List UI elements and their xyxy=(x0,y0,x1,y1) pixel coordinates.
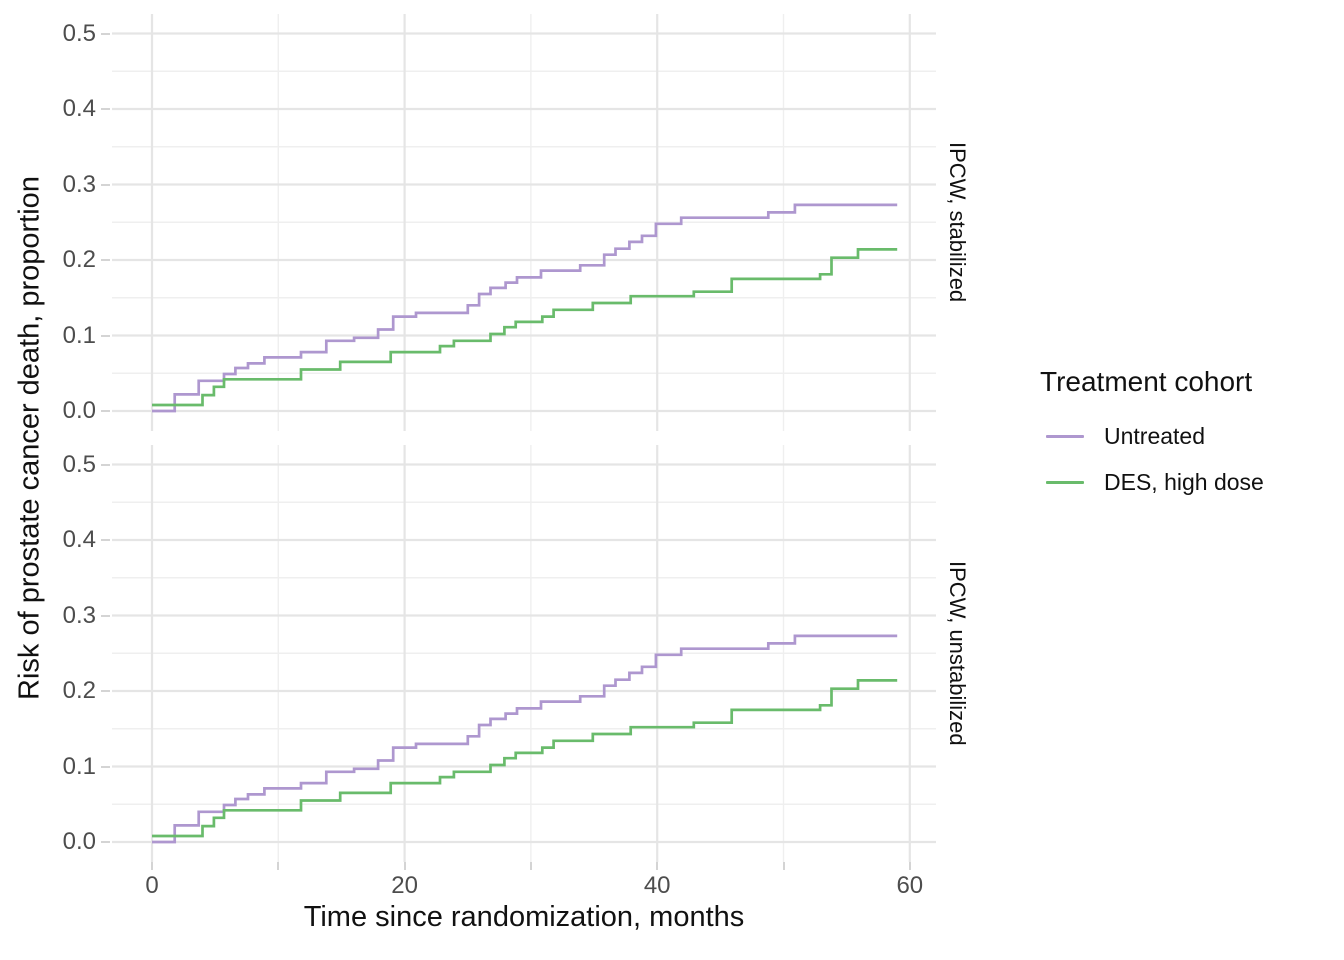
y-tick-label: 0.2 xyxy=(62,677,96,704)
facet-panel-unstabilized xyxy=(112,445,936,862)
legend-item-label: Untreated xyxy=(1104,422,1206,449)
y-axis-tick xyxy=(101,765,110,768)
x-axis-tick xyxy=(277,862,280,870)
y-axis-tick xyxy=(101,334,110,337)
y-tick-label: 0.3 xyxy=(62,170,96,198)
x-tick-label: 0 xyxy=(145,872,159,899)
facet-strip-label: IPCW, unstabilized xyxy=(945,561,970,746)
step-line-des-high-dose xyxy=(152,248,898,407)
legend-item-untreated: Untreated xyxy=(1046,420,1330,452)
y-tick-label: 0.5 xyxy=(62,19,96,47)
y-tick-label: 0.0 xyxy=(62,397,96,424)
y-axis-tick xyxy=(101,259,110,261)
facet-panel-stabilized xyxy=(112,14,936,431)
y-tick-label: 0.2 xyxy=(62,246,96,273)
legend-title: Treatment cohort xyxy=(1040,366,1253,397)
y-tick-label: 0.1 xyxy=(62,321,96,349)
y-tick-label: 0.3 xyxy=(62,601,96,629)
x-axis-tick xyxy=(656,862,659,870)
step-line-untreated xyxy=(152,634,898,844)
y-axis-tick xyxy=(101,183,110,186)
y-tick-label: 0.0 xyxy=(62,828,96,855)
x-axis-tick xyxy=(151,862,153,870)
y-tick-label: 0.4 xyxy=(62,526,96,553)
y-axis-tick xyxy=(101,690,110,692)
legend-key-line-untreated xyxy=(1046,434,1084,438)
step-line-untreated xyxy=(152,203,898,413)
y-axis-tick xyxy=(101,539,110,541)
legend-item-label: DES, high dose xyxy=(1104,468,1264,495)
legend: Treatment cohort Untreated DES, high dos… xyxy=(1040,366,1330,512)
y-axis-tick xyxy=(101,410,110,412)
legend-item-des-high-dose: DES, high dose xyxy=(1046,466,1330,498)
x-axis-tick xyxy=(908,862,911,870)
y-axis-tick xyxy=(101,108,110,110)
step-line-des-high-dose xyxy=(152,679,898,838)
y-tick-label: 0.4 xyxy=(62,95,96,122)
y-tick-label: 0.1 xyxy=(62,752,96,780)
x-axis-tick xyxy=(529,862,532,870)
y-axis-tick xyxy=(101,32,110,35)
x-axis-tick xyxy=(403,862,406,870)
x-axis-tick xyxy=(782,862,785,870)
y-axis-tick xyxy=(101,463,110,466)
x-tick-label: 20 xyxy=(391,872,418,899)
x-axis-title: Time since randomization, months xyxy=(303,901,745,933)
x-tick-label: 40 xyxy=(643,872,671,899)
y-axis-tick xyxy=(101,841,110,843)
y-axis-tick xyxy=(101,614,110,617)
x-tick-label: 60 xyxy=(896,872,924,899)
facet-strip-label: IPCW, stabilized xyxy=(945,142,970,303)
legend-key-line-des-high-dose xyxy=(1046,480,1084,484)
y-tick-label: 0.5 xyxy=(62,450,96,478)
